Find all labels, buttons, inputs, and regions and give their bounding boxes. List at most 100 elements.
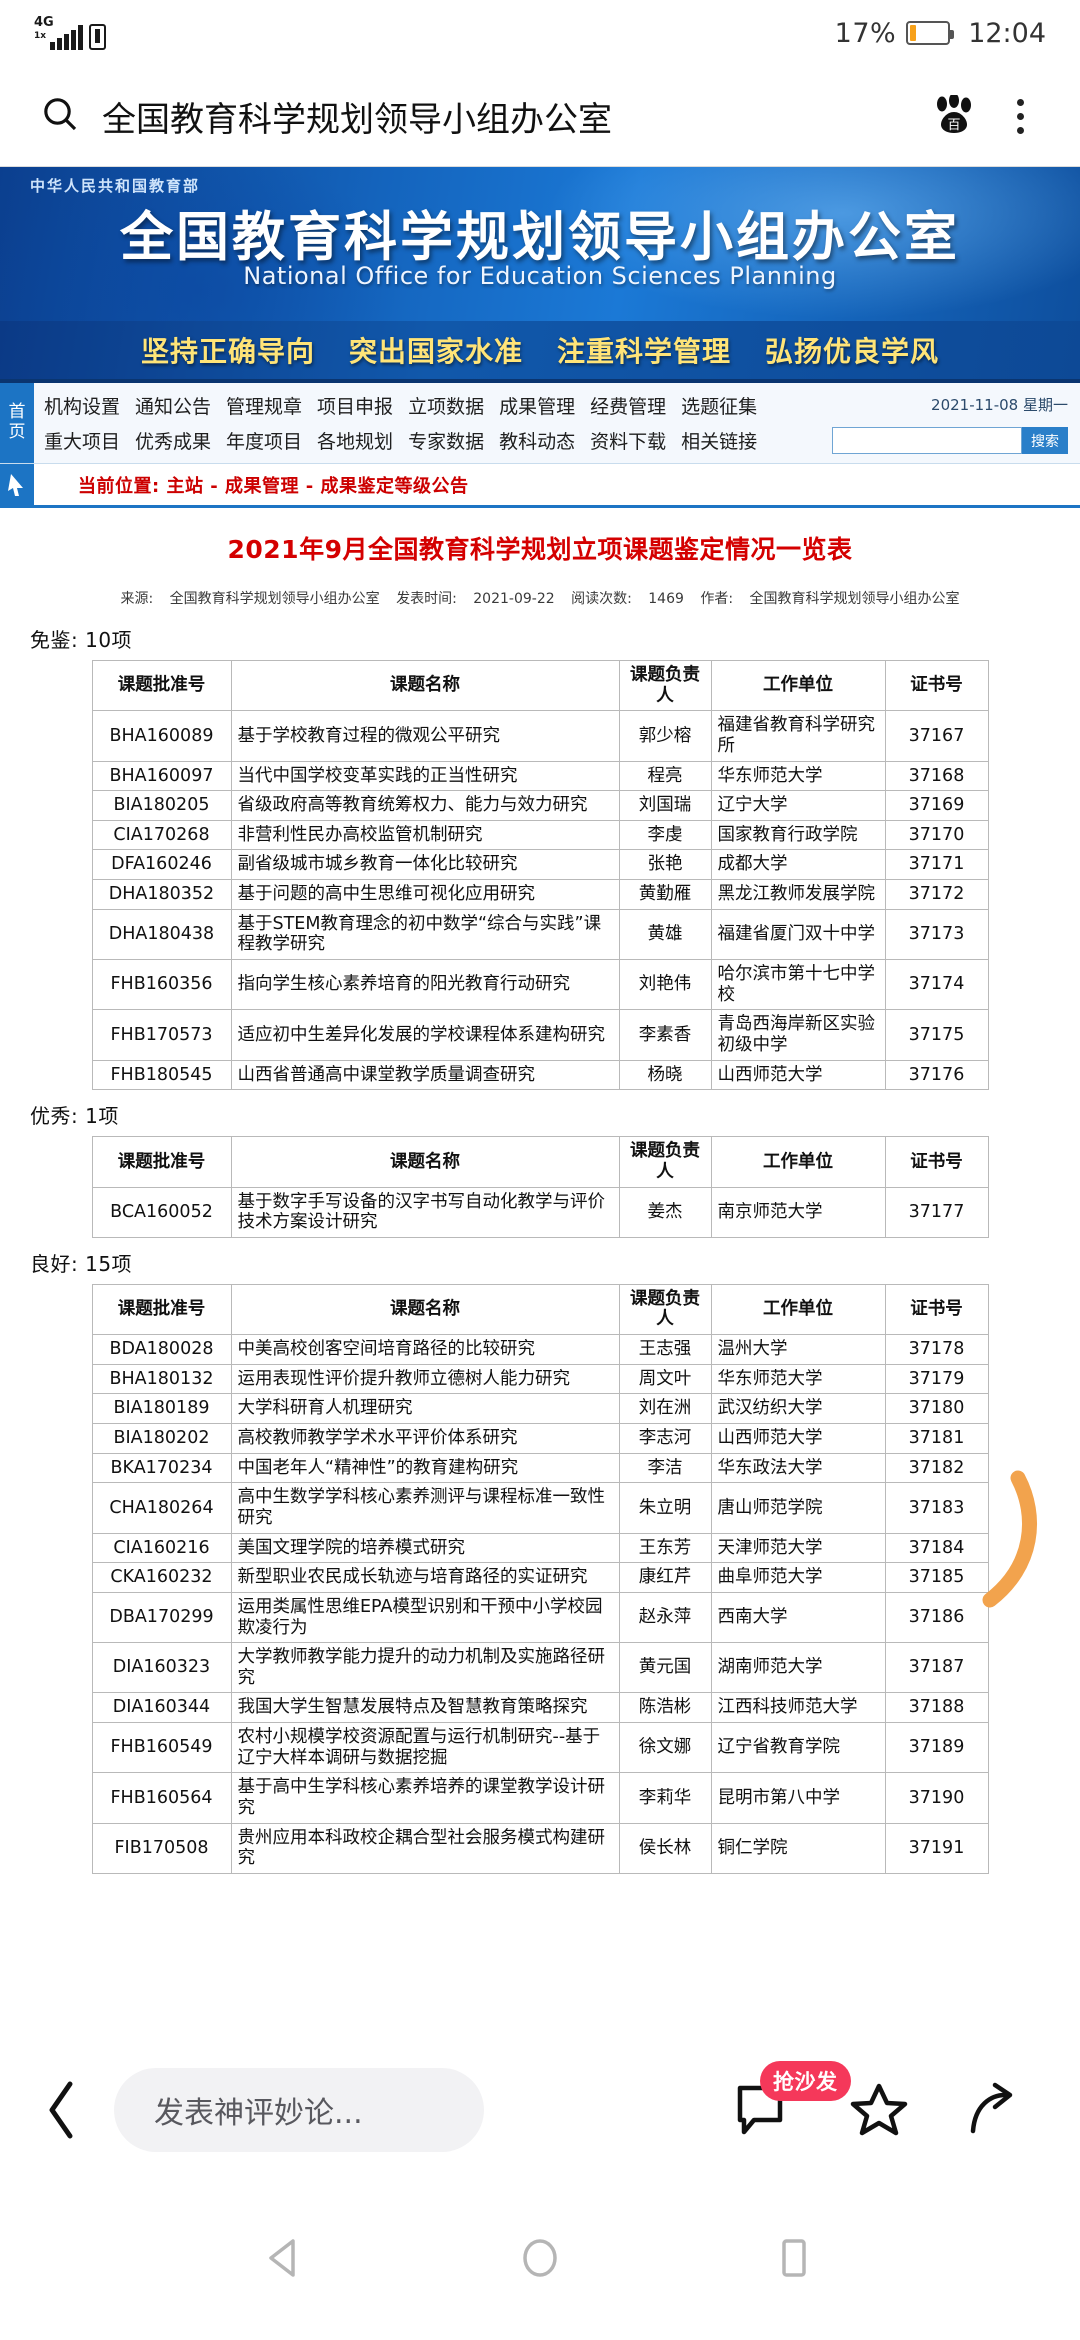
nav-item-年度项目[interactable]: 年度项目 [226, 431, 303, 453]
nav-item-优秀成果[interactable]: 优秀成果 [135, 431, 212, 453]
nav-item-重大项目[interactable]: 重大项目 [44, 431, 121, 453]
cell-name: 适应初中生差异化发展的学校课程体系建构研究 [230, 1009, 620, 1061]
comment-placeholder: 发表神评妙论... [154, 2096, 363, 2131]
cell-id: DIA160344 [91, 1692, 232, 1724]
cell-id: CKA160232 [91, 1562, 232, 1593]
cell-leader: 李素香 [618, 1009, 712, 1061]
star-icon[interactable] [848, 2079, 910, 2141]
cell-org: 国家教育行政学院 [710, 819, 886, 851]
nav-item-机构设置[interactable]: 机构设置 [44, 396, 121, 418]
table-row: CKA160232 新型职业农民成长轨迹与培育路径的实证研究 康红芹 曲阜师范大学 37… [91, 1562, 989, 1593]
cell-name: 我国大学生智慧发展特点及智慧教育策略探究 [230, 1692, 620, 1724]
cell-id: BCA160052 [91, 1186, 232, 1238]
cell-leader: 李虔 [618, 819, 712, 851]
nav-item-立项数据[interactable]: 立项数据 [408, 396, 485, 418]
table-row: FHB170573 适应初中生差异化发展的学校课程体系建构研究 李素香 青岛西海岸新区… [91, 1009, 989, 1061]
nav-item-资料下载[interactable]: 资料下载 [590, 431, 667, 453]
system-recents-button[interactable] [767, 2231, 821, 2289]
share-arrow-icon[interactable] [964, 2079, 1026, 2141]
cell-cert: 37183 [884, 1482, 989, 1534]
search-icon[interactable] [40, 94, 80, 138]
battery-icon [906, 21, 955, 45]
site-navigation[interactable]: 首 页 机构设置 通知公告 管理规章 项目申报 立项数据 成果管理 经费管理 选题征集 重大项… [0, 383, 1080, 464]
cell-org: 福建省厦门双十中学 [710, 908, 886, 961]
browser-address-bar[interactable]: 全国教育科学规划领导小组办公室 百 [0, 66, 1080, 166]
nav-home-char-2: 页 [8, 422, 26, 442]
table-row: BIA180202 高校教师教学学术水平评价体系研究 李志河 山西师范大学 37181 [91, 1423, 989, 1454]
cell-org: 温州大学 [710, 1334, 886, 1365]
cell-org: 唐山师范学院 [710, 1482, 886, 1534]
rating-table-1: 课题批准号 课题名称 课题负责人 工作单位 证书号 BCA160052 基于数字手写设备的汉… [91, 1136, 989, 1238]
status-bar: 4G 1x 17% 12:04 [0, 0, 1080, 66]
nav-row-secondary: 重大项目 优秀成果 年度项目 各地规划 专家数据 教科动态 资料下载 相关链接 [44, 423, 780, 458]
cell-name: 指向学生核心素养培育的阳光教育行动研究 [230, 959, 620, 1011]
nav-item-通知公告[interactable]: 通知公告 [135, 396, 212, 418]
nav-item-专家数据[interactable]: 专家数据 [408, 431, 485, 453]
cell-leader: 周文叶 [618, 1363, 712, 1395]
cell-cert: 37180 [884, 1393, 989, 1425]
nav-home-tab[interactable]: 首 页 [0, 383, 34, 463]
cell-name: 基于问题的高中生思维可视化应用研究 [230, 879, 620, 910]
nav-search-group[interactable]: 搜索 [832, 423, 1068, 458]
cell-id: BHA160089 [91, 710, 232, 762]
column-header-name: 课题名称 [230, 1283, 620, 1336]
breadcrumb: 当前位置: 主站 - 成果管理 - 成果鉴定等级公告 [0, 463, 1080, 508]
kebab-menu-icon[interactable] [1000, 98, 1040, 134]
status-bar-left: 4G 1x [34, 16, 106, 50]
table-row: BHA180132 运用表现性评价提升教师立德树人能力研究 周文叶 华东师范大学 371… [91, 1363, 989, 1395]
banner-divider [0, 379, 1080, 383]
nav-item-成果管理[interactable]: 成果管理 [499, 396, 576, 418]
nav-item-相关链接[interactable]: 相关链接 [681, 431, 758, 453]
system-back-button[interactable] [259, 2231, 313, 2289]
cell-name: 省级政府高等教育统筹权力、能力与效力研究 [230, 790, 620, 821]
cell-id: DFA160246 [91, 849, 232, 881]
cell-id: BIA180205 [91, 790, 232, 821]
column-header-cert: 证书号 [884, 1283, 989, 1336]
cell-leader: 黄勤雁 [618, 879, 712, 910]
cell-name: 运用表现性评价提升教师立德树人能力研究 [230, 1363, 620, 1395]
column-header-id: 课题批准号 [91, 1136, 232, 1188]
nav-item-项目申报[interactable]: 项目申报 [317, 396, 394, 418]
cell-id: BHA160097 [91, 760, 232, 792]
back-chevron-icon[interactable] [36, 2078, 90, 2142]
section-label-2: 良好: 15项 [30, 1251, 133, 1276]
comment-input[interactable]: 发表神评妙论... [114, 2068, 484, 2152]
cell-org: 铜仁学院 [710, 1822, 886, 1874]
cell-leader: 陈浩彬 [618, 1692, 712, 1724]
column-header-leader: 课题负责人 [618, 1283, 712, 1336]
cell-leader: 刘在洲 [618, 1393, 712, 1425]
nav-item-选题征集[interactable]: 选题征集 [681, 396, 758, 418]
cell-id: FHB160549 [91, 1722, 232, 1774]
cell-org: 福建省教育科学研究所 [710, 710, 886, 762]
meta-author-label: 作者: [700, 591, 734, 607]
status-bar-right: 17% 12:04 [835, 18, 1046, 49]
site-search-button[interactable]: 搜索 [1022, 427, 1068, 454]
column-header-leader: 课题负责人 [618, 1136, 712, 1188]
table-row: FHB180545 山西省普通高中课堂教学质量调查研究 杨晓 山西师范大学 37176 [91, 1059, 989, 1091]
baidu-paw-icon[interactable]: 百 [932, 93, 978, 137]
cell-id: BHA180132 [91, 1363, 232, 1395]
meta-publish-value: 2021-09-22 [473, 591, 555, 607]
comment-bubble-icon[interactable]: 抢沙发 [732, 2061, 851, 2141]
system-home-button[interactable] [513, 2231, 567, 2289]
section-label-1: 优秀: 1项 [30, 1104, 119, 1129]
cell-name: 非营利性民办高校监管机制研究 [230, 819, 620, 851]
battery-percent-label: 17% [834, 17, 897, 49]
cell-id: BDA180028 [91, 1334, 232, 1365]
address-text[interactable]: 全国教育科学规划领导小组办公室 [102, 99, 612, 140]
nav-item-管理规章[interactable]: 管理规章 [226, 396, 303, 418]
cell-cert: 37186 [884, 1591, 989, 1644]
nav-item-教科动态[interactable]: 教科动态 [499, 431, 576, 453]
nav-item-经费管理[interactable]: 经费管理 [590, 396, 667, 418]
cell-cert: 37176 [884, 1059, 989, 1091]
cell-cert: 37169 [884, 790, 989, 821]
cell-org: 华东政法大学 [710, 1452, 886, 1484]
cell-org: 湖南师范大学 [710, 1642, 886, 1694]
column-header-org: 工作单位 [710, 1283, 886, 1336]
nav-columns: 机构设置 通知公告 管理规章 项目申报 立项数据 成果管理 经费管理 选题征集 重大项目 优秀成… [34, 383, 780, 463]
cell-org: 武汉纺织大学 [710, 1393, 886, 1425]
cell-name: 副省级城市城乡教育一体化比较研究 [230, 849, 620, 881]
rating-table-2: 课题批准号 课题名称 课题负责人 工作单位 证书号 BDA180028 中美高校创客空间培育… [91, 1283, 989, 1874]
nav-item-各地规划[interactable]: 各地规划 [317, 431, 394, 453]
site-search-input[interactable] [832, 427, 1022, 454]
